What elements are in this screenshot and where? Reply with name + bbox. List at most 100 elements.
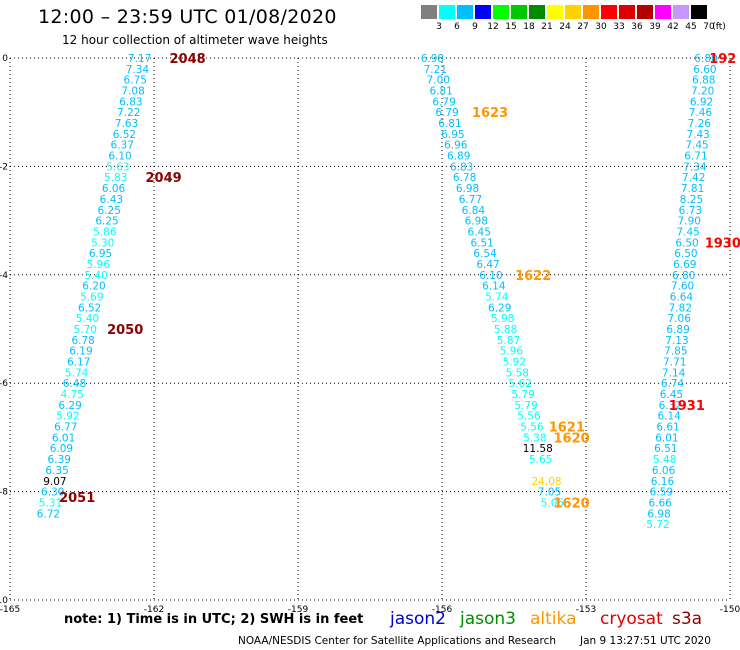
wave-height-value: 5.40 [84,270,107,282]
colorbar-tick: 39 [649,22,661,32]
colorbar-cell [619,5,635,19]
wave-height-value: 5.58 [506,367,529,379]
wave-height-value: 6.81 [429,86,452,98]
colorbar-tick: 15 [505,22,517,32]
wave-height-value: 5.30 [91,237,114,249]
wave-height-value: 5.98 [491,313,514,325]
wave-height-value: 7.08 [121,86,144,98]
pass-time-label: 2049 [146,171,182,186]
y-tick-label: -8 [0,488,8,498]
wave-height-value: 5.83 [104,172,127,184]
wave-height-value: 5.69 [80,291,103,303]
wave-height-value: 7.34 [126,64,150,76]
wave-height-value: 6.45 [660,389,683,401]
y-tick-label: 0 [2,54,8,64]
wave-height-value: 6.39 [48,454,71,466]
wave-height-value: 6.78 [453,172,476,184]
wave-height-value: 6.83 [119,96,142,108]
wave-height-value: 6.89 [447,151,470,163]
wave-height-value: 6.73 [679,205,702,217]
colorbar-cell [493,5,509,19]
wave-height-value: 5.48 [653,454,676,466]
wave-height-value: 5.72 [646,519,669,531]
wave-height-value: 7.00 [427,75,450,87]
legend-item: jason3 [460,609,516,629]
pass-time-label: 1622 [515,269,551,284]
wave-height-value: 6.50 [675,237,698,249]
wave-height-value: 6.20 [82,281,105,293]
colorbar-tick: 27 [577,22,589,32]
wave-height-value: 6.01 [52,432,75,444]
wave-height-value: 6.95 [441,129,464,141]
colorbar-tick: 21 [541,22,553,32]
wave-height-value: 7.71 [663,357,686,369]
wave-height-value: 6.50 [674,248,697,260]
wave-height-value: 24.08 [532,476,562,488]
wave-height-value: 7.43 [686,129,709,141]
colorbar-cell [547,5,563,19]
wave-height-value: 5.74 [485,291,509,303]
colorbar-cell [655,5,671,19]
pass-time-label: 2051 [59,491,95,506]
wave-height-value: 5.31 [39,497,62,509]
wave-height-value: 6.45 [468,226,491,238]
wave-height-value: 6.79 [432,96,455,108]
colorbar-tick: 18 [523,22,535,32]
wave-height-value: 5.92 [56,411,79,423]
wave-height-value: 7.60 [671,281,694,293]
pass-time-label: 2050 [107,323,143,338]
wave-height-value: 6.06 [652,465,676,477]
wave-height-value: 6.84 [462,205,486,217]
colorbar-tick: 36 [631,22,643,32]
wave-height-value: 6.71 [684,151,707,163]
wave-height-value: 5.56 [517,411,541,423]
wave-height-value: 6.96 [444,140,468,152]
wave-height-value: 11.58 [523,443,553,455]
wave-height-value: 7.90 [678,216,701,228]
x-tick-label: -162 [144,605,164,615]
wave-height-value: 7.14 [662,367,686,379]
wave-height-value: 6.80 [694,53,717,65]
wave-height-value: 5.92 [503,357,526,369]
wave-height-value: 6.14 [657,411,681,423]
colorbar-cell [475,5,491,19]
wave-height-value: 6.16 [651,476,675,488]
wave-height-value: 7.13 [665,335,688,347]
wave-height-value: 6.54 [473,248,497,260]
wave-height-value: 7.21 [424,64,447,76]
y-tick-label: -6 [0,379,8,389]
wave-height-value: 6.51 [654,443,677,455]
wave-height-value: 6.51 [470,237,493,249]
colorbar-tick: 42 [667,22,679,32]
wave-height-value: 6.43 [100,194,123,206]
y-tick-label: -2 [0,162,8,172]
colorbar-tick: 12 [487,22,499,32]
colorbar-cell [601,5,617,19]
pass-time-label: 1623 [472,106,508,121]
wave-height-value: 7.45 [676,226,699,238]
colorbar-tick: 24 [559,22,571,32]
wave-height-value: 6.14 [482,281,506,293]
wave-height-value: 6.59 [650,487,673,499]
colorbar-cell [691,5,707,19]
colorbar-cell [457,5,473,19]
wave-height-value: 7.45 [685,140,708,152]
wave-height-value: 5.87 [497,335,520,347]
y-tick-label: -10 [0,596,8,606]
wave-height-value: 6.25 [98,205,121,217]
wave-height-value: 5.62 [509,378,532,390]
wave-height-value: 5.88 [494,324,517,336]
legend-item: cryosat [600,609,663,629]
wave-height-value: 6.19 [69,346,92,358]
wave-height-value: 7.34 [683,161,707,173]
wave-height-value: 7.82 [669,302,692,314]
wave-height-value: 5.70 [74,324,97,336]
colorbar-tick: 3 [436,22,442,32]
wave-height-value: 6.98 [456,183,479,195]
wave-height-value: 6.06 [102,183,126,195]
colorbar-cell [511,5,527,19]
wave-height-value: 7.06 [668,313,692,325]
colorbar-tick: 6 [454,22,460,32]
wave-height-value: 6.30 [41,487,64,499]
wave-height-value: 6.83 [450,161,473,173]
